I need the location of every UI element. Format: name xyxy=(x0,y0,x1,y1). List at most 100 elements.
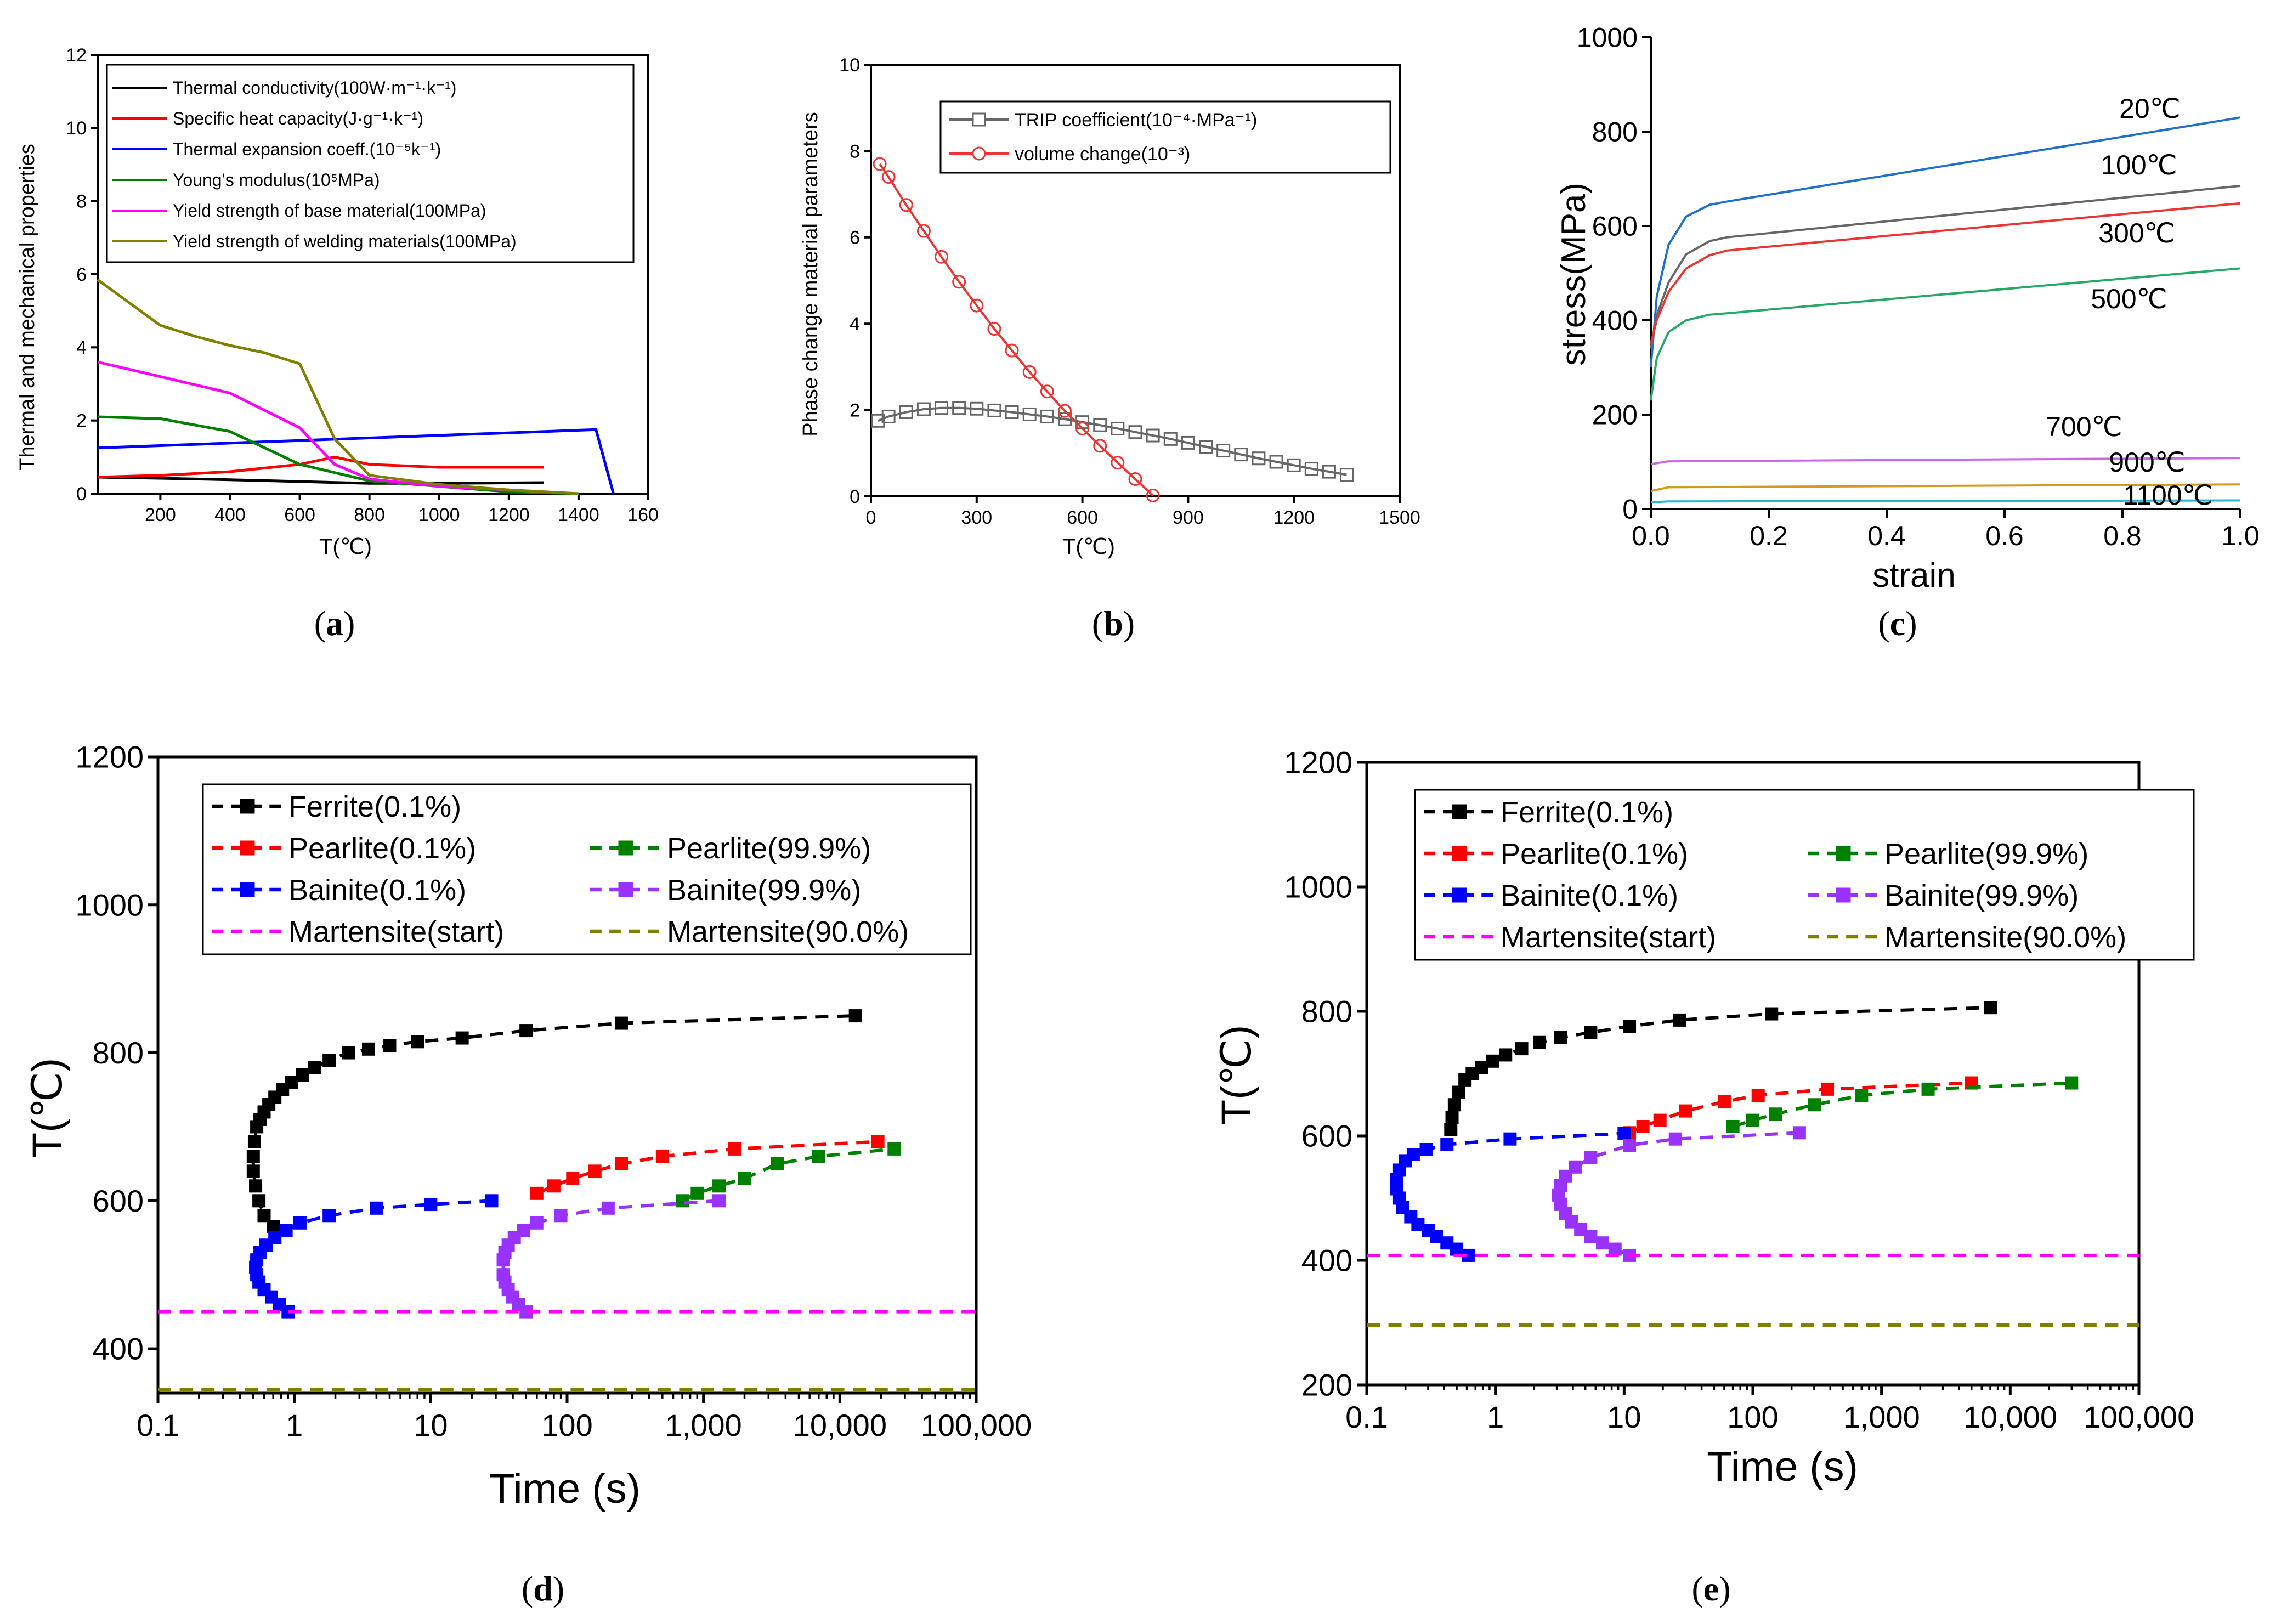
chart-d-legend-4-marker xyxy=(618,882,633,897)
chart-a-ytick-label: 2 xyxy=(76,411,87,432)
chart-a-xtick-label: 800 xyxy=(354,505,385,525)
caption-b: (b) xyxy=(1091,604,1135,643)
chart-b-legend-0-label: TRIP coefficient(10⁻⁴·MPa⁻¹) xyxy=(1015,110,1257,131)
chart-e-series-0-point xyxy=(1486,1054,1499,1068)
chart-e-series-1-point xyxy=(1821,1082,1835,1096)
chart-c-series-3-label: 500℃ xyxy=(2091,284,2167,314)
chart-b-xtick-label: 1500 xyxy=(1379,507,1420,528)
chart-a-legend-5-label: Yield strength of welding materials(100M… xyxy=(173,231,517,251)
chart-c-ytick-label: 400 xyxy=(1592,305,1638,336)
chart-a-series-0-line xyxy=(97,476,544,485)
chart-b-series-0-point xyxy=(1269,455,1283,469)
chart-b-series-1-point xyxy=(1128,472,1142,486)
chart-e-series-2-point xyxy=(1921,1082,1935,1096)
chart-d-series-0-point xyxy=(285,1076,298,1089)
chart-e-legend-4-label: Bainite(99.9%) xyxy=(1884,879,2079,912)
chart-b-series-0-point xyxy=(1216,444,1231,458)
chart-d-series-4-point xyxy=(517,1224,530,1237)
chart-b-series-0-point xyxy=(1163,432,1178,446)
chart-b-series-1-point xyxy=(1075,421,1090,435)
chart-a-xtick-label: 600 xyxy=(284,505,315,525)
chart-a-legend-3-label: Young's modulus(10⁵MPa) xyxy=(173,170,380,190)
chart-b-series-1-point xyxy=(1093,439,1107,453)
chart-d-legend-0-marker xyxy=(240,799,255,814)
chart-b-series-0-line xyxy=(878,406,1347,476)
chart-d-xtick-label: 0.1 xyxy=(137,1408,179,1442)
chart-b-ytick-label: 2 xyxy=(850,400,860,421)
chart-e-xlabel: Time (s) xyxy=(1707,1444,1858,1490)
chart-b-series-0-point xyxy=(987,403,1001,417)
chart-d-series-3-point xyxy=(485,1194,499,1208)
chart-e-series-3-point xyxy=(1406,1148,1420,1162)
chart-a-series-5-line xyxy=(97,278,579,495)
chart-a-legend-2-label: Thermal expansion coeff.(10⁻⁵k⁻¹) xyxy=(173,139,441,159)
chart-e-series-2-point xyxy=(1746,1113,1759,1127)
chart-b-xtick-label: 1200 xyxy=(1273,507,1315,528)
chart-d-legend-0-label: Ferrite(0.1%) xyxy=(288,790,461,823)
chart-c-series-5-line xyxy=(1650,483,2241,493)
chart-c-series-2-label: 300℃ xyxy=(2098,218,2175,248)
chart-e-series-3-point xyxy=(1440,1138,1454,1151)
chart-e-series-2-point xyxy=(2065,1076,2079,1090)
chart-a-xtick-label: 200 xyxy=(145,505,176,525)
chart-e-legend-2-label: Pearlite(99.9%) xyxy=(1884,838,2088,870)
chart-d-xtick-label: 10 xyxy=(414,1408,448,1442)
chart-d-series-0-point xyxy=(383,1039,397,1053)
chart-a-series-3-line xyxy=(97,415,579,495)
chart-d-series-4-point xyxy=(601,1201,615,1215)
chart-e-series-4-point xyxy=(1608,1242,1622,1256)
chart-d-series-0-point xyxy=(247,1135,261,1148)
chart-c-xtick-label: 0.8 xyxy=(2103,520,2142,551)
chart-b-ytick-label: 8 xyxy=(850,141,860,162)
chart-a-ylabel: Thermal and mechanical properties xyxy=(16,144,39,471)
chart-b-series-0-point xyxy=(1040,409,1054,423)
chart-d-series-0-point xyxy=(361,1042,375,1056)
chart-b-series-0-point xyxy=(881,409,896,423)
chart-d-legend-5-label: Martensite(start) xyxy=(288,915,504,948)
chart-e-series-1-point xyxy=(1717,1095,1731,1108)
chart-b-series-0-point xyxy=(1322,465,1336,479)
chart-b-series-1-point xyxy=(916,224,931,238)
chart-d-series-0-point xyxy=(342,1046,355,1060)
chart-c-xtick-label: 0.0 xyxy=(1632,520,1670,551)
chart-c-series-1-line xyxy=(1650,184,2241,349)
chart-b-series-0-point xyxy=(1234,448,1248,462)
chart-a-xtick-label: 1400 xyxy=(558,505,599,525)
chart-b-series-1-point xyxy=(987,322,1001,336)
chart-e-series-4-point xyxy=(1792,1126,1806,1140)
chart-d-series-0-point xyxy=(249,1179,263,1193)
chart-e-series-0-point xyxy=(1554,1031,1567,1044)
caption-a: (a) xyxy=(314,604,355,643)
chart-b-ytick-label: 4 xyxy=(850,314,860,335)
chart-a-xtick-label: 1200 xyxy=(488,505,530,525)
chart-e-legend-1-marker xyxy=(1452,846,1467,861)
chart-d-marks: 0.1 1 10 100 1,000 10,000 100,000 400 600 800 1000… xyxy=(75,740,1032,1442)
chart-d-legend-6-label: Martensite(90.0%) xyxy=(667,915,909,948)
chart-d-series-1-point xyxy=(530,1186,544,1200)
chart-b-series-1-point xyxy=(873,157,887,171)
chart-c-series-5-label: 900℃ xyxy=(2109,447,2186,478)
chart-b-legend-box xyxy=(939,100,1391,174)
chart-e-series-4-point xyxy=(1584,1151,1598,1164)
chart-a-ytick-label: 12 xyxy=(66,45,87,66)
chart-a-legend-1-label: Specific heat capacity(J·g⁻¹·k⁻¹) xyxy=(173,109,423,128)
chart-b-series-1-point xyxy=(1005,343,1019,358)
chart-b-series-0-point xyxy=(1181,435,1195,450)
chart-e-series-0-point xyxy=(1584,1026,1598,1039)
chart-a-xlabel: T(℃) xyxy=(319,535,372,559)
chart-b-series-0-point xyxy=(1252,451,1266,466)
chart-d-series-1-line xyxy=(536,1140,878,1195)
chart-c-xlabel: strain xyxy=(1872,557,1956,595)
chart-e-series-0-point xyxy=(1475,1061,1488,1074)
chart-e-series-4-point xyxy=(1569,1160,1582,1174)
chart-c-series-1-label: 100℃ xyxy=(2101,150,2177,180)
chart-a-series-2-line xyxy=(97,428,615,494)
chart-d-series-2-point xyxy=(676,1194,689,1208)
chart-b-series-1-point xyxy=(1111,456,1125,470)
chart-c: 0.0 0.2 0.4 0.6 0.8 1.0 0 200 400 600 800 1000 20℃ 10… xyxy=(1555,22,2260,595)
chart-b-series-1-line xyxy=(879,163,1154,496)
chart-b-ylabel: Phase change material parameters xyxy=(799,112,822,436)
chart-e-series-0-point xyxy=(1452,1085,1466,1099)
chart-c-series-6-label: 1100℃ xyxy=(2123,480,2213,511)
chart-a-legend-4-label: Yield strength of base material(100MPa) xyxy=(173,201,486,220)
